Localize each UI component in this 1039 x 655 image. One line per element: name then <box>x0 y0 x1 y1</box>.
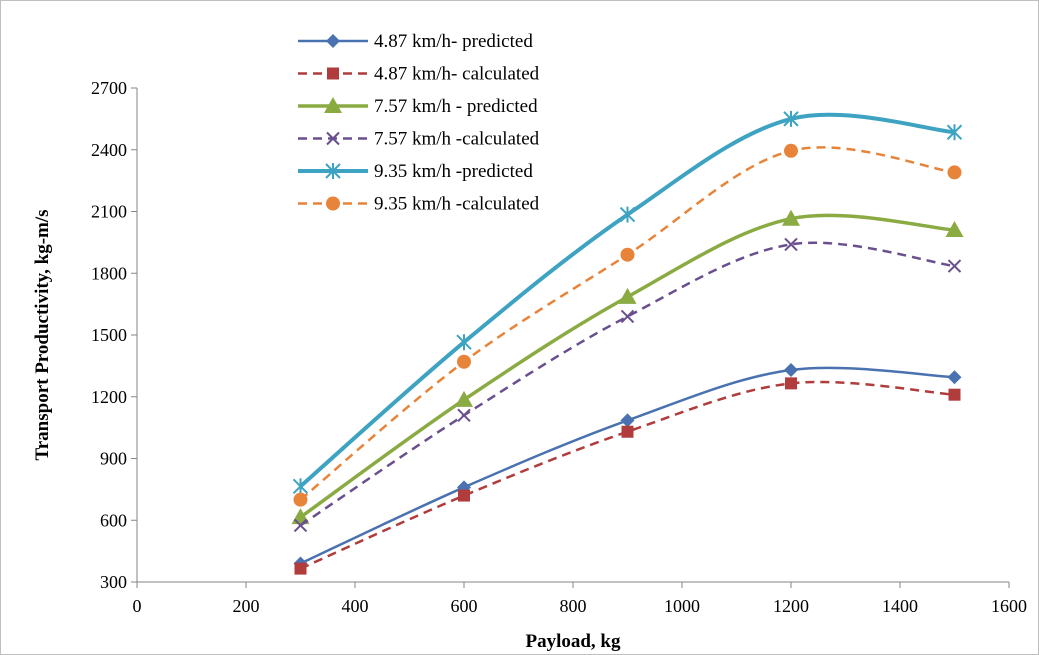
series-2 <box>294 377 961 575</box>
data-point <box>784 143 798 158</box>
y-tick-label: 1800 <box>91 263 127 283</box>
legend-marker <box>325 163 341 179</box>
legend-entry-1: 4.87 km/h- predicted <box>298 31 533 52</box>
x-tick-label: 1000 <box>664 596 700 616</box>
y-axis-title: Transport Productivity, kg-m/s <box>32 209 53 460</box>
legend-marker <box>324 97 342 113</box>
data-point <box>945 221 964 238</box>
data-point <box>456 334 472 351</box>
data-point <box>947 259 962 273</box>
data-point <box>293 518 308 533</box>
y-tick-label: 2700 <box>91 78 127 98</box>
data-point <box>620 413 635 428</box>
data-point <box>619 206 636 223</box>
data-point <box>293 492 308 507</box>
data-point <box>785 377 797 390</box>
data-point <box>455 390 473 407</box>
series-line <box>299 112 955 488</box>
data-point <box>783 110 799 127</box>
series-5 <box>292 110 963 495</box>
data-point <box>784 362 798 377</box>
legend-label: 9.35 km/h -predicted <box>374 161 533 182</box>
legend-label: 9.35 km/h -calculated <box>374 194 540 215</box>
legend-entry-4: 7.57 km/h -calculated <box>298 129 540 150</box>
legend-entry-6: 9.35 km/h -calculated <box>298 194 540 215</box>
y-tick-label: 1500 <box>91 325 127 345</box>
series-4 <box>293 237 962 533</box>
legend-label: 7.57 km/h - predicted <box>374 96 538 117</box>
legend-label: 4.87 km/h- calculated <box>374 64 540 85</box>
data-point <box>458 489 470 502</box>
y-tick-label: 600 <box>100 510 127 530</box>
x-tick-label: 400 <box>342 596 369 616</box>
data-point <box>620 247 635 262</box>
y-tick-label: 1200 <box>91 387 127 407</box>
data-point <box>620 309 635 324</box>
x-tick-label: 0 <box>133 596 142 616</box>
series-line <box>299 380 955 570</box>
data-point <box>946 124 963 141</box>
x-tick-label: 600 <box>451 596 478 616</box>
y-tick-label: 300 <box>100 572 127 592</box>
data-point <box>782 209 800 226</box>
data-point <box>618 287 637 304</box>
data-point <box>947 165 962 180</box>
legend-entry-3: 7.57 km/h - predicted <box>298 96 538 117</box>
legend-marker <box>326 196 340 211</box>
data-point <box>784 237 798 252</box>
data-point <box>948 388 961 401</box>
x-tick-label: 200 <box>233 596 260 616</box>
legend: 4.87 km/h- predicted 4.87 km/h- calculate… <box>298 31 540 215</box>
data-point <box>947 370 962 385</box>
legend-label: 4.87 km/h- predicted <box>374 31 533 52</box>
x-tick-label: 1200 <box>773 596 809 616</box>
legend-marker <box>326 131 340 146</box>
legend-label: 7.57 km/h -calculated <box>374 129 540 150</box>
x-tick-label: 1400 <box>882 596 918 616</box>
x-tick-label: 800 <box>560 596 587 616</box>
x-tick-label: 1600 <box>991 596 1027 616</box>
series-3 <box>291 209 964 525</box>
plot-area <box>291 110 964 575</box>
legend-entry-5: 9.35 km/h -predicted <box>298 161 533 182</box>
x-axis-title: Payload, kg <box>525 631 621 652</box>
series-6 <box>293 143 962 507</box>
y-tick-label: 900 <box>100 449 127 469</box>
tick-labels: 300 600 900 1200 1500 1800 2100 2400 2700 0 200 400… <box>91 78 1027 616</box>
axes <box>131 87 1010 588</box>
data-point <box>294 562 307 575</box>
y-tick-label: 2100 <box>91 202 127 222</box>
y-tick-label: 2400 <box>91 140 127 160</box>
data-point <box>457 408 471 422</box>
data-point <box>292 478 309 495</box>
data-point <box>621 425 634 438</box>
legend-marker <box>326 34 340 48</box>
series-1 <box>293 362 962 571</box>
legend-marker <box>327 67 339 80</box>
legend-entry-2: 4.87 km/h- calculated <box>298 64 540 85</box>
data-point <box>457 354 471 369</box>
